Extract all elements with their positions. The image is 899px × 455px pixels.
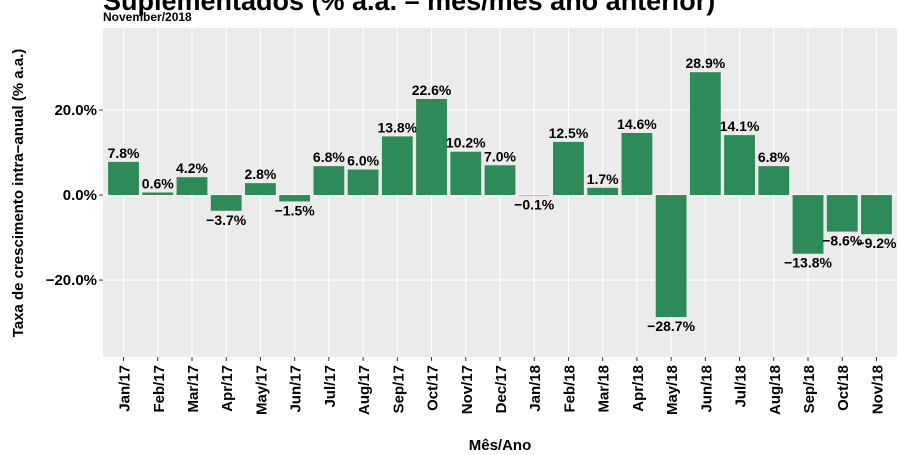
bar bbox=[142, 192, 174, 196]
value-label: 14.6% bbox=[617, 116, 657, 132]
bar bbox=[655, 195, 687, 318]
bar bbox=[826, 195, 858, 232]
bar bbox=[689, 72, 721, 196]
bar bbox=[587, 187, 619, 196]
x-tick-label: Feb/17 bbox=[151, 365, 168, 413]
bar bbox=[347, 169, 379, 196]
x-tick-label: Aug/18 bbox=[767, 365, 784, 415]
bar bbox=[416, 98, 447, 196]
x-tick-label: Jun/18 bbox=[698, 365, 715, 413]
bar bbox=[621, 132, 653, 196]
x-tick-label: Nov/17 bbox=[459, 365, 476, 414]
x-tick-label: May/17 bbox=[253, 365, 270, 415]
chart-title: Suplementados (% a.a. – mês/mês ano ante… bbox=[103, 0, 715, 16]
bar bbox=[245, 183, 276, 196]
x-tick-label: Apr/17 bbox=[219, 365, 236, 412]
value-label: 28.9% bbox=[685, 55, 725, 71]
value-label: 13.8% bbox=[377, 119, 417, 135]
x-tick-label: May/18 bbox=[664, 365, 681, 415]
value-label: 14.1% bbox=[720, 118, 760, 134]
value-label: 7.8% bbox=[108, 145, 140, 161]
value-label: 6.0% bbox=[347, 153, 379, 169]
y-axis-title: Taxa de crescimento intra−anual (% a.a.) bbox=[10, 49, 27, 338]
x-tick-label: Jul/17 bbox=[322, 365, 339, 408]
value-label: −9.2% bbox=[856, 235, 897, 251]
bar bbox=[450, 151, 482, 196]
x-tick-label: Mar/18 bbox=[596, 365, 613, 413]
x-axis-title: Mês/Ano bbox=[469, 437, 532, 454]
bar bbox=[724, 135, 755, 196]
bar bbox=[861, 195, 892, 235]
x-tick-label: Oct/17 bbox=[425, 365, 442, 411]
bar bbox=[553, 141, 584, 196]
value-label: 7.0% bbox=[484, 148, 516, 164]
bar bbox=[484, 165, 516, 196]
x-tick-label: Oct/18 bbox=[835, 365, 852, 411]
bar bbox=[108, 161, 139, 196]
value-label: 12.5% bbox=[549, 125, 589, 141]
value-label: 10.2% bbox=[446, 135, 486, 151]
bar bbox=[758, 166, 790, 196]
x-tick-label: Jun/17 bbox=[288, 365, 305, 413]
bar bbox=[279, 195, 311, 202]
x-tick-label: Feb/18 bbox=[561, 365, 578, 413]
bar bbox=[210, 195, 242, 211]
value-label: 2.8% bbox=[244, 166, 276, 182]
x-tick-label: Jan/18 bbox=[527, 365, 544, 412]
x-tick-label: Mar/17 bbox=[185, 365, 202, 413]
value-label: 0.6% bbox=[142, 176, 174, 192]
y-tick-label: −20.0% bbox=[46, 272, 97, 289]
x-tick-label: Sep/17 bbox=[390, 365, 407, 413]
bar bbox=[313, 166, 345, 196]
value-label: 6.8% bbox=[758, 149, 790, 165]
x-tick-label: Sep/18 bbox=[801, 365, 818, 413]
value-label: −8.6% bbox=[822, 233, 863, 249]
value-label: 6.8% bbox=[313, 149, 345, 165]
x-tick-label: Apr/18 bbox=[630, 365, 647, 412]
y-tick-label: 20.0% bbox=[54, 102, 97, 119]
x-tick-label: Aug/17 bbox=[356, 365, 373, 415]
bar bbox=[792, 195, 824, 254]
value-label: 1.7% bbox=[587, 171, 619, 187]
value-label: 22.6% bbox=[412, 82, 452, 98]
bar bbox=[381, 136, 413, 196]
chart-subtitle: November/2018 bbox=[103, 10, 192, 24]
value-label: −28.7% bbox=[647, 318, 695, 334]
x-tick-label: Jan/17 bbox=[117, 365, 134, 412]
value-label: 4.2% bbox=[176, 160, 208, 176]
y-tick-label: 0.0% bbox=[63, 187, 97, 204]
value-label: −0.1% bbox=[514, 196, 555, 212]
value-label: −3.7% bbox=[206, 212, 247, 228]
value-label: −1.5% bbox=[275, 202, 316, 218]
bar bbox=[176, 177, 208, 196]
x-tick-label: Nov/18 bbox=[869, 365, 886, 414]
x-tick-label: Jul/18 bbox=[733, 365, 750, 408]
value-label: −13.8% bbox=[784, 255, 832, 271]
x-tick-label: Dec/17 bbox=[493, 365, 510, 413]
